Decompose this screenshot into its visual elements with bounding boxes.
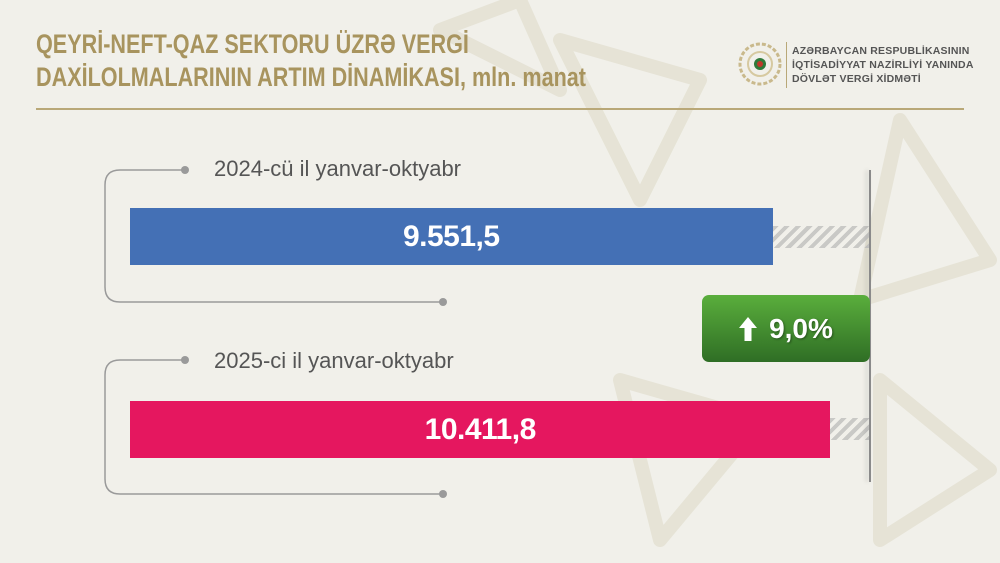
growth-badge: 9,0%: [702, 295, 870, 362]
organization-name: AZƏRBAYCAN RESPUBLİKASININ İQTİSADİYYAT …: [792, 44, 974, 86]
bar-remainder-hatch-2025: [830, 418, 870, 440]
bracket-dot: [181, 356, 189, 364]
page-title: QEYRİ-NEFT-QAZ SEKTORU ÜZRƏ VERGİ DAXİLO…: [36, 28, 586, 94]
bracket-2024: [104, 169, 443, 303]
bar-2024: 9.551,5: [130, 208, 773, 265]
arrow-up-icon: [739, 316, 758, 341]
org-line-3: DÖVLƏT VERGİ XİDMƏTİ: [792, 73, 921, 85]
title-line-1: QEYRİ-NEFT-QAZ SEKTORU ÜZRƏ VERGİ: [36, 29, 469, 59]
bar-remainder-hatch-2024: [772, 226, 870, 248]
bracket-dot: [439, 490, 447, 498]
org-line-2: İQTİSADİYYAT NAZİRLİYİ YANINDA: [792, 59, 974, 71]
bracket-dot: [439, 298, 447, 306]
max-axis-line: [869, 170, 871, 482]
logo-divider: [786, 42, 787, 88]
emblem-icon: [738, 42, 782, 86]
growth-value: 9,0%: [769, 312, 833, 344]
bar-2025: 10.411,8: [130, 401, 831, 458]
title-line-2: DAXİLOLMALARININ ARTIM DİNAMİKASI, mln. …: [36, 62, 586, 92]
category-label-2024: 2024-cü il yanvar-oktyabr: [214, 156, 462, 181]
bracket-dot: [181, 166, 189, 174]
data-label-2024: 9.551,5: [402, 219, 500, 253]
bracket-2025: [104, 359, 443, 495]
data-label-2025: 10.411,8: [424, 412, 537, 446]
category-label-2025: 2025-ci il yanvar-oktyabr: [214, 348, 454, 373]
header-divider: [36, 108, 964, 110]
org-line-1: AZƏRBAYCAN RESPUBLİKASININ: [792, 45, 970, 57]
